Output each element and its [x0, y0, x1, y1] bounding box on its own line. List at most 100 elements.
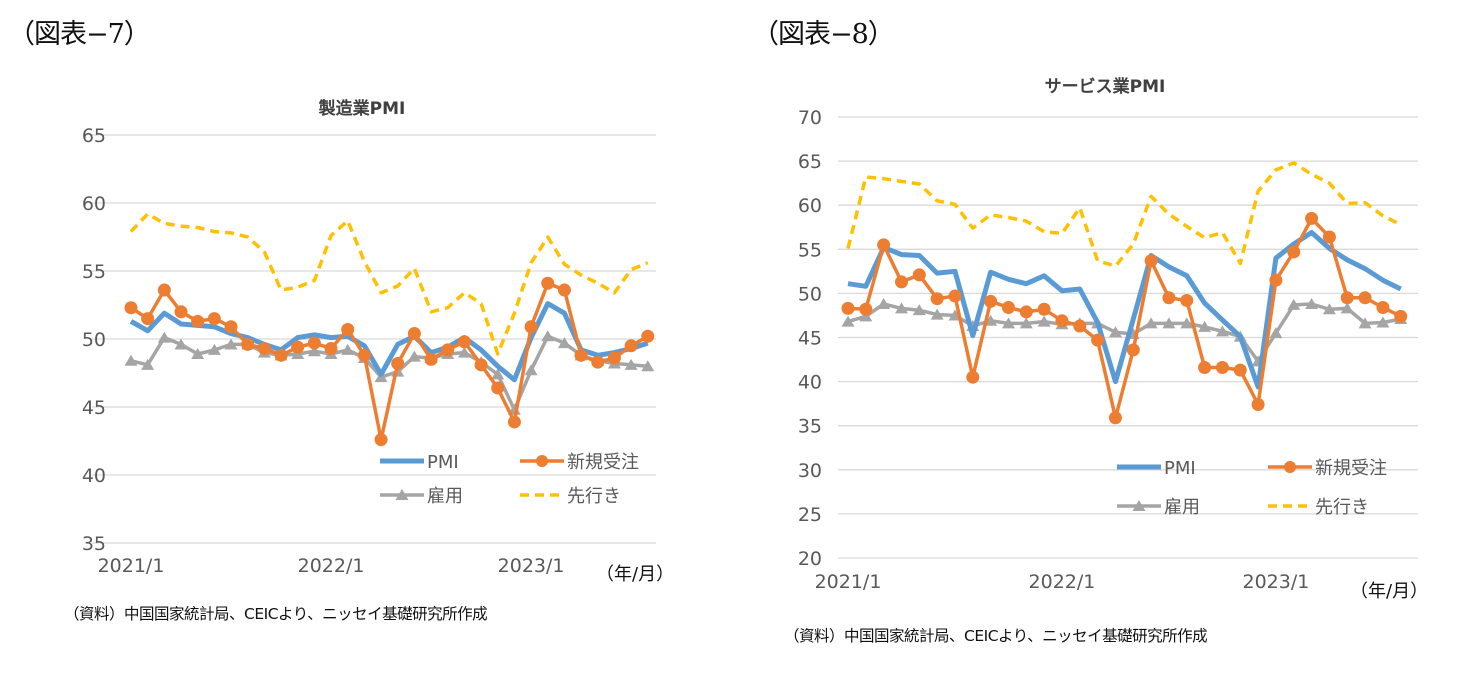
data-point-new-orders: [1394, 309, 1408, 323]
legend-label: PMI: [427, 452, 459, 473]
data-point-new-orders: [1233, 363, 1247, 377]
legend-label: 雇用: [1164, 497, 1200, 518]
y-tick-label: 65: [798, 151, 822, 173]
data-point-employment: [1376, 316, 1390, 328]
data-point-new-orders: [507, 415, 521, 429]
data-point-employment: [191, 347, 205, 359]
data-point-new-orders: [407, 327, 421, 341]
data-point-employment: [157, 331, 171, 343]
data-point-new-orders: [1180, 293, 1194, 307]
data-point-new-orders: [1305, 211, 1319, 225]
data-point-new-orders: [1019, 305, 1033, 319]
data-point-new-orders: [524, 320, 538, 334]
data-point-employment: [841, 315, 855, 327]
data-point-new-orders: [841, 301, 855, 315]
data-point-new-orders: [624, 339, 638, 353]
data-point-new-orders: [1251, 398, 1265, 412]
y-tick-label: 25: [798, 504, 822, 526]
series-line-expectations: [846, 161, 1402, 268]
data-point-new-orders: [966, 370, 980, 384]
y-tick-label: 30: [798, 460, 822, 482]
y-tick-label: 20: [798, 548, 822, 570]
data-point-new-orders: [1126, 343, 1140, 357]
series-line-new-orders: [847, 216, 1402, 420]
y-tick-label: 60: [82, 193, 106, 215]
y-tick-label: 55: [82, 261, 106, 283]
data-point-employment: [1269, 327, 1283, 339]
chart-title-services: サービス業PMI: [1044, 77, 1166, 97]
data-point-employment: [1287, 298, 1301, 310]
data-point-employment: [1001, 317, 1015, 329]
data-point-new-orders: [1162, 291, 1176, 305]
data-point-new-orders: [1376, 301, 1390, 315]
y-tick-label: 50: [82, 329, 106, 351]
data-point-employment: [894, 302, 908, 314]
data-point-employment: [341, 343, 355, 355]
data-point-new-orders: [1340, 291, 1354, 305]
data-point-new-orders: [912, 268, 926, 282]
data-point-new-orders: [241, 337, 255, 351]
x-axis-unit-label: （年/月）: [1350, 581, 1428, 602]
y-tick-label: 55: [798, 239, 822, 261]
data-point-new-orders: [374, 433, 388, 447]
y-tick-label: 60: [798, 195, 822, 217]
data-point-new-orders: [491, 381, 505, 395]
data-point-new-orders: [457, 335, 471, 349]
data-point-employment: [541, 330, 555, 342]
data-point-employment: [1340, 302, 1354, 314]
data-point-new-orders: [1287, 245, 1301, 259]
legend-marker-circle: [536, 455, 548, 467]
data-point-new-orders: [1055, 314, 1069, 328]
data-point-new-orders: [1108, 411, 1122, 425]
data-point-employment: [1037, 315, 1051, 327]
data-point-new-orders: [1144, 254, 1158, 268]
data-point-new-orders: [1322, 230, 1336, 244]
data-point-new-orders: [307, 336, 321, 350]
data-point-new-orders: [191, 314, 205, 328]
y-tick-label: 40: [82, 465, 106, 487]
chart-title-manufacturing: 製造業PMI: [318, 99, 406, 119]
data-point-employment: [877, 297, 891, 309]
data-point-employment: [1322, 303, 1336, 315]
data-point-new-orders: [124, 301, 138, 315]
data-point-employment: [524, 364, 538, 376]
data-point-new-orders: [1198, 360, 1212, 374]
y-tick-label: 45: [82, 397, 106, 419]
data-point-new-orders: [1001, 301, 1015, 315]
data-point-employment: [984, 314, 998, 326]
data-point-employment: [307, 345, 321, 357]
data-point-employment: [407, 350, 421, 362]
y-tick-label: 50: [798, 283, 822, 305]
data-point-new-orders: [541, 276, 555, 290]
figure-7-source: （資料）中国国家統計局、CEICより、ニッセイ基礎研究所作成: [64, 605, 488, 623]
data-point-new-orders: [341, 322, 355, 336]
data-point-new-orders: [930, 292, 944, 306]
legend-label: 新規受注: [567, 452, 639, 473]
data-point-new-orders: [607, 351, 621, 365]
legend-label: 先行き: [1315, 497, 1369, 518]
series-line-pmi: [129, 301, 649, 383]
data-point-new-orders: [574, 348, 588, 362]
data-point-new-orders: [1215, 360, 1229, 374]
x-axis-unit-label: （年/月）: [596, 564, 674, 585]
data-point-new-orders: [424, 352, 438, 366]
legend-label: 先行き: [567, 486, 621, 507]
data-point-employment: [224, 338, 238, 350]
data-point-employment: [859, 310, 873, 322]
y-tick-label: 45: [798, 328, 822, 350]
data-point-new-orders: [859, 302, 873, 316]
x-tick-label: 2021/1: [98, 555, 165, 577]
data-point-new-orders: [557, 283, 571, 297]
legend-marker-triangle: [395, 489, 409, 500]
data-point-new-orders: [174, 305, 188, 319]
data-point-employment: [624, 358, 638, 370]
legend-label: 新規受注: [1315, 458, 1387, 479]
y-tick-label: 70: [798, 107, 822, 129]
chart-manufacturing-pmi: 35 40 45 50 55 60 65 2021/1 2022/1 2023/1 （年/月） PMI…: [82, 125, 674, 585]
data-point-new-orders: [357, 348, 371, 362]
data-point-new-orders: [291, 340, 305, 354]
data-point-employment: [457, 346, 471, 358]
